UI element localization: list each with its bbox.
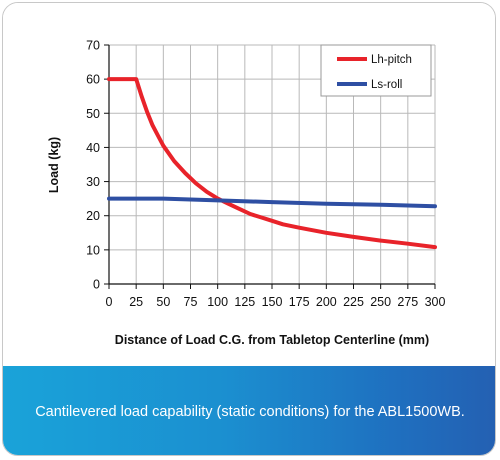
y-tick-label: 60 [86,73,100,87]
x-tick-label: 300 [425,295,446,309]
gridlines [109,44,436,284]
x-tick-label: 50 [156,295,170,309]
x-tick-label: 125 [234,295,255,309]
x-tick-label: 250 [370,295,391,309]
x-tick-label: 175 [289,295,310,309]
legend-label-lh-pitch: Lh-pitch [371,54,412,66]
x-tick-label: 200 [316,295,337,309]
x-tick-label: 0 [106,295,113,309]
y-axis-label: Load (kg) [47,137,61,193]
axes [104,44,436,289]
x-axis-label: Distance of Load C.G. from Tabletop Cent… [115,333,429,347]
y-tick-label: 0 [93,278,100,292]
y-tick-label: 20 [86,209,100,223]
y-tick-labels: 0 10 20 30 40 50 60 70 [86,39,100,292]
chart-area: 0 10 20 30 40 50 60 70 0 25 50 75 100 125 150 175 200 22… [3,3,495,363]
y-tick-label: 30 [86,175,100,189]
x-tick-labels: 0 25 50 75 100 125 150 175 200 225 250 275 300 [106,295,446,309]
y-tick-label: 40 [86,141,100,155]
x-tick-label: 75 [184,295,198,309]
x-tick-label: 100 [207,295,228,309]
y-tick-label: 10 [86,243,100,257]
legend-box [320,44,432,97]
y-tick-label: 50 [86,107,100,121]
chart-card: 0 10 20 30 40 50 60 70 0 25 50 75 100 125 150 175 200 22… [2,2,496,456]
y-tick-label: 70 [86,39,100,53]
legend: Lh-pitch Ls-roll [320,44,432,97]
x-tick-label: 275 [397,295,418,309]
caption-banner: Cantilevered load capability (static con… [3,366,495,455]
x-tick-label: 150 [262,295,283,309]
line-chart: 0 10 20 30 40 50 60 70 0 25 50 75 100 125 150 175 200 22… [47,39,446,348]
series-lines [107,77,437,250]
legend-label-ls-roll: Ls-roll [371,79,402,91]
x-tick-label: 25 [129,295,143,309]
caption-text: Cantilevered load capability (static con… [35,403,465,420]
series-line-ls-roll [107,196,437,209]
x-tick-label: 225 [343,295,364,309]
